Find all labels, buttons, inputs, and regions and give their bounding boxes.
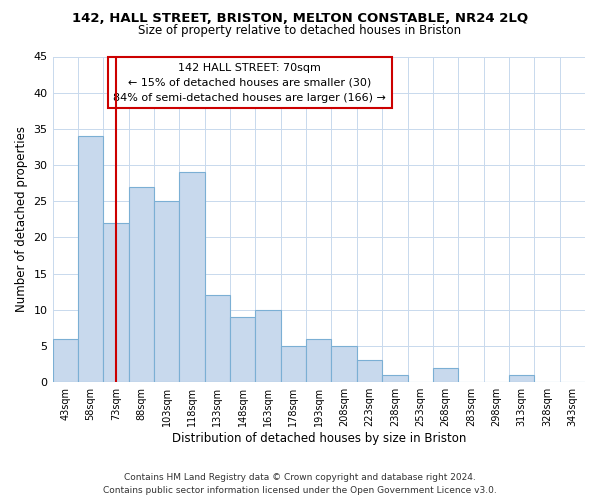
Bar [256,310,281,382]
Bar [509,375,534,382]
Bar [154,202,179,382]
Bar [281,346,306,382]
Bar [53,339,78,382]
Bar [78,136,103,382]
Bar [433,368,458,382]
Bar [382,375,407,382]
X-axis label: Distribution of detached houses by size in Briston: Distribution of detached houses by size … [172,432,466,445]
Text: 142, HALL STREET, BRISTON, MELTON CONSTABLE, NR24 2LQ: 142, HALL STREET, BRISTON, MELTON CONSTA… [72,12,528,26]
Y-axis label: Number of detached properties: Number of detached properties [15,126,28,312]
Bar [230,317,256,382]
Bar [179,172,205,382]
Bar [357,360,382,382]
Bar [331,346,357,382]
Text: Size of property relative to detached houses in Briston: Size of property relative to detached ho… [139,24,461,37]
Bar [306,339,331,382]
Bar [205,296,230,382]
Text: 142 HALL STREET: 70sqm
← 15% of detached houses are smaller (30)
84% of semi-det: 142 HALL STREET: 70sqm ← 15% of detached… [113,63,386,102]
Bar [128,187,154,382]
Text: Contains HM Land Registry data © Crown copyright and database right 2024.
Contai: Contains HM Land Registry data © Crown c… [103,474,497,495]
Bar [103,223,128,382]
